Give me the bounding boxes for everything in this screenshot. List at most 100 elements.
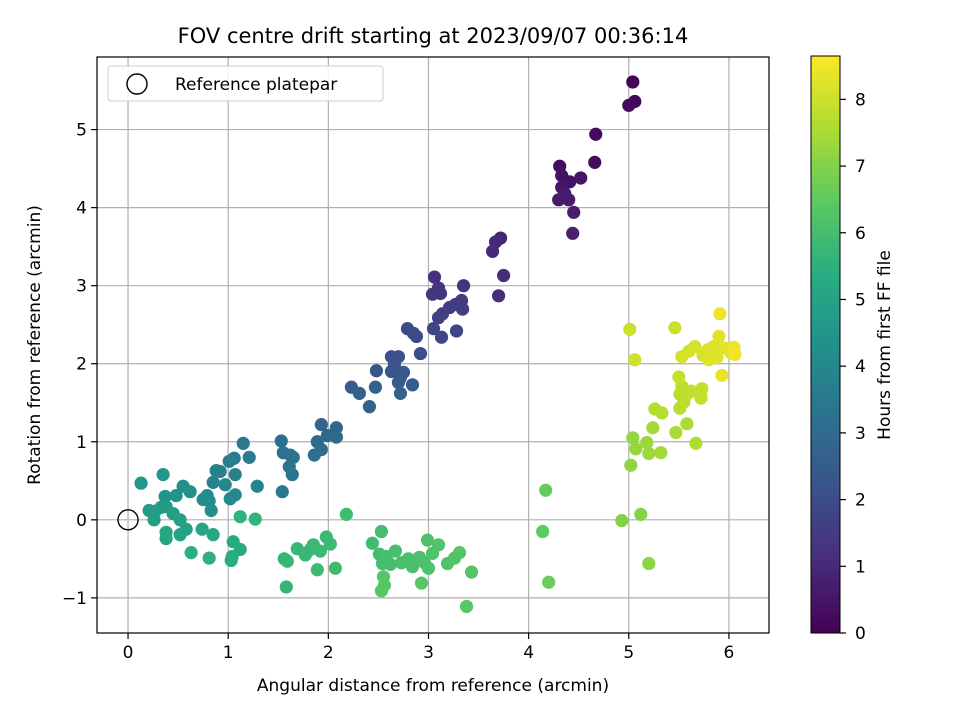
data-point	[642, 556, 656, 571]
data-point	[218, 478, 232, 492]
colorbar-tick-label: 5	[855, 290, 866, 310]
data-point	[713, 307, 727, 321]
data-point	[727, 340, 741, 354]
data-point	[134, 476, 148, 490]
data-point	[414, 576, 429, 590]
data-point	[328, 561, 342, 575]
legend-entry-reference: Reference platepar	[175, 75, 337, 95]
data-point	[464, 565, 479, 579]
colorbar-tick-label: 2	[855, 491, 866, 511]
legend-box	[107, 65, 384, 102]
data-point	[242, 450, 256, 464]
colorbar-label: Hours from first FF file	[875, 250, 895, 440]
x-tick-label: 2	[323, 643, 334, 663]
data-point	[275, 485, 289, 499]
data-point	[669, 425, 683, 440]
data-point	[615, 514, 629, 528]
data-point	[173, 513, 187, 527]
data-point	[672, 370, 686, 384]
data-point	[362, 400, 377, 414]
colorbar-ticks: 0 1 2 3 4 5 6 7 8	[840, 90, 866, 644]
data-point	[624, 458, 638, 472]
data-point	[449, 324, 464, 338]
data-point	[285, 467, 299, 482]
y-tick-label: 2	[76, 355, 87, 375]
data-point	[383, 557, 398, 571]
y-tick-label: −1	[62, 589, 87, 609]
y-tick-label: 0	[76, 511, 87, 531]
data-point	[646, 421, 660, 435]
x-tick-label: 0	[123, 643, 134, 663]
data-point	[680, 417, 694, 431]
data-point	[552, 193, 566, 207]
data-point	[213, 464, 227, 479]
data-point	[310, 563, 324, 577]
colorbar-tick-label: 8	[855, 90, 866, 110]
data-point	[588, 155, 602, 169]
data-point	[567, 205, 581, 219]
data-point	[539, 483, 553, 497]
colorbar-tick-label: 0	[855, 624, 866, 644]
data-point	[280, 554, 294, 568]
data-point	[156, 467, 170, 482]
y-tick-label: 4	[76, 199, 87, 219]
x-tick-label: 5	[623, 643, 634, 663]
colorbar-tick-label: 4	[855, 357, 866, 377]
data-point	[195, 522, 209, 536]
data-point	[329, 430, 343, 444]
data-point	[712, 329, 726, 344]
data-point	[307, 448, 321, 462]
data-point	[388, 544, 403, 558]
data-point	[323, 537, 337, 551]
data-point	[589, 127, 603, 141]
y-axis-label: Rotation from reference (arcmin)	[25, 205, 45, 485]
data-point	[431, 311, 446, 325]
data-point	[574, 171, 588, 185]
data-point	[413, 346, 428, 361]
data-point	[694, 391, 708, 405]
data-point	[228, 467, 242, 482]
data-point	[626, 75, 640, 89]
data-point	[222, 454, 236, 468]
data-point	[223, 492, 237, 506]
data-point	[184, 546, 198, 560]
data-point	[224, 553, 238, 568]
data-point	[147, 513, 161, 527]
data-point	[409, 329, 424, 344]
data-point	[206, 528, 220, 542]
data-point	[491, 289, 506, 303]
y-tick-label: 5	[76, 121, 87, 141]
data-point	[689, 436, 703, 450]
data-point	[710, 350, 724, 365]
data-point	[158, 489, 172, 504]
data-point	[391, 375, 406, 390]
data-point	[313, 544, 327, 558]
x-axis-ticks: 0 1 2 3 4 5 6	[123, 633, 735, 663]
data-point	[707, 339, 721, 354]
data-point	[642, 446, 656, 461]
reference-point	[117, 509, 139, 531]
data-point	[393, 386, 408, 400]
data-point	[169, 489, 183, 503]
data-point	[183, 485, 197, 499]
data-point	[173, 528, 187, 542]
y-tick-label: 3	[76, 277, 87, 297]
grid	[97, 57, 769, 633]
data-point	[250, 479, 264, 493]
data-point	[536, 524, 550, 539]
x-axis-label: Angular distance from reference (arcmin)	[257, 676, 609, 696]
data-point	[248, 512, 262, 526]
data-point	[206, 475, 220, 489]
x-tick-label: 6	[724, 643, 735, 663]
plot-frame	[96, 56, 770, 634]
data-point	[202, 551, 216, 565]
data-point	[365, 536, 380, 550]
data-point	[668, 321, 682, 335]
data-point	[420, 533, 435, 547]
data-point	[405, 378, 420, 392]
data-point	[562, 193, 576, 207]
colorbar-gradient	[810, 55, 841, 634]
data-point	[329, 421, 343, 435]
data-point	[628, 353, 642, 367]
